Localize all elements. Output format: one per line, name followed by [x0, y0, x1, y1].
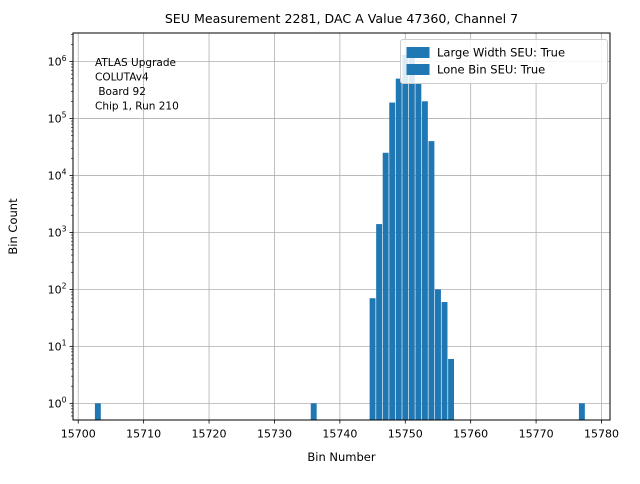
histogram-bar: [435, 289, 441, 420]
y-tick-labels: 100 101 102 103 104 105 106: [48, 54, 67, 411]
annotation-line-3: Board 92: [95, 86, 146, 98]
legend: Large Width SEU: True Lone Bin SEU: True: [400, 39, 608, 84]
y-tick-label: 101: [48, 339, 67, 354]
x-tick-label: 15730: [257, 428, 292, 441]
chart-title: SEU Measurement 2281, DAC A Value 47360,…: [165, 11, 518, 26]
y-tick-label: 100: [48, 396, 67, 411]
histogram-bar: [402, 54, 409, 421]
x-tick-label: 15740: [322, 428, 357, 441]
histogram-bar: [421, 101, 428, 420]
x-gridlines: [77, 33, 602, 420]
histogram-bar: [578, 403, 585, 420]
x-tick-label: 15720: [192, 428, 227, 441]
x-tick-label: 15780: [584, 428, 619, 441]
axis-ticks: [69, 33, 602, 424]
y-tick-label: 102: [48, 282, 67, 297]
x-tick-label: 15700: [61, 428, 96, 441]
legend-label-large-width: Large Width SEU: True: [437, 46, 565, 60]
histogram-bar: [382, 152, 389, 420]
annotation-block: ATLAS Upgrade COLUTAv4 Board 92 Chip 1, …: [95, 57, 179, 113]
y-tick-label: 104: [48, 168, 67, 183]
x-tick-label: 15760: [453, 428, 488, 441]
histogram-bar: [408, 58, 415, 421]
plot-border: [72, 32, 611, 421]
legend-box: [400, 39, 608, 84]
y-tick-label: 103: [48, 225, 67, 240]
legend-handle-large-width: [406, 47, 430, 58]
histogram-bar: [369, 298, 376, 420]
histogram-bar: [428, 141, 435, 420]
histogram-bar: [441, 302, 448, 420]
histogram-bar: [94, 403, 101, 420]
x-tick-label: 15750: [388, 428, 423, 441]
histogram-bar: [376, 224, 383, 420]
legend-handle-lone-bin: [406, 64, 430, 75]
annotation-line-4: Chip 1, Run 210: [95, 101, 179, 113]
histogram-bar: [415, 82, 422, 421]
legend-label-lone-bin: Lone Bin SEU: True: [437, 63, 545, 77]
histogram-bar: [395, 78, 402, 421]
histogram-bars: [94, 54, 585, 421]
x-axis-label: Bin Number: [307, 450, 375, 464]
histogram-bar: [310, 403, 317, 420]
x-tick-labels: 15700 15710 15720 15730 15740 15750 15760 15770…: [61, 428, 619, 441]
y-gridlines: [73, 61, 610, 404]
annotation-line-1: ATLAS Upgrade: [95, 57, 176, 69]
y-tick-label: 106: [48, 54, 67, 69]
annotation-line-2: COLUTAv4: [95, 72, 149, 84]
x-tick-label: 15770: [519, 428, 554, 441]
x-tick-label: 15710: [126, 428, 161, 441]
y-tick-label: 105: [48, 111, 67, 126]
histogram-bar: [448, 359, 455, 420]
histogram-bar: [389, 102, 396, 420]
y-axis-label: Bin Count: [6, 198, 20, 255]
